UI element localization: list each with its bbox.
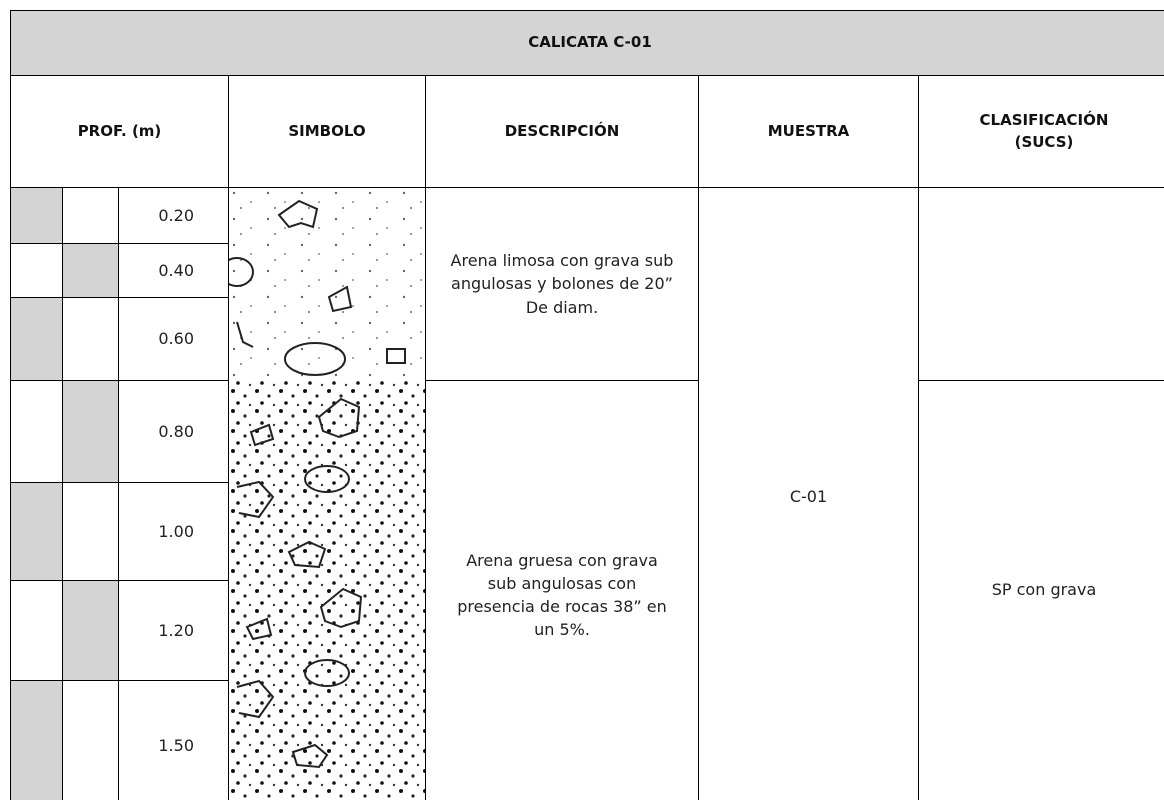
- depth-shade: [10, 243, 63, 298]
- depth: 0.80: [118, 380, 229, 483]
- depth-shade: [10, 680, 63, 800]
- depth-shade: [62, 187, 119, 244]
- depth: 0.20: [118, 187, 229, 244]
- depth-shade: [10, 482, 63, 581]
- depth-shade: [10, 580, 63, 681]
- header: DESCRIPCIÓN: [425, 75, 699, 188]
- description: Arena gruesa con grava sub angulosas con…: [425, 380, 699, 800]
- header: SIMBOLO: [228, 75, 426, 188]
- description: Arena limosa con grava sub angulosas y b…: [425, 187, 699, 381]
- depth-shade: [62, 243, 119, 298]
- title: CALICATA C-01: [10, 10, 1164, 76]
- depth-shade: [10, 187, 63, 244]
- header: MUESTRA: [698, 75, 919, 188]
- symbol-cell: [228, 187, 426, 800]
- depth: 1.50: [118, 680, 229, 800]
- header: PROF. (m): [10, 75, 229, 188]
- depth: 0.60: [118, 297, 229, 381]
- depth-shade: [62, 380, 119, 483]
- header: CLASIFICACIÓN (SUCS): [918, 75, 1164, 188]
- classification-empty: [918, 187, 1164, 381]
- depth-shade: [10, 380, 63, 483]
- depth: 1.20: [118, 580, 229, 681]
- depth-shade: [62, 482, 119, 581]
- sample: C-01: [698, 187, 919, 800]
- soil-symbol: [229, 188, 425, 800]
- depth-shade: [62, 680, 119, 800]
- depth: 0.40: [118, 243, 229, 298]
- depth-shade: [62, 297, 119, 381]
- depth-shade: [10, 297, 63, 381]
- depth: 1.00: [118, 482, 229, 581]
- depth-shade: [62, 580, 119, 681]
- classification: SP con grava: [918, 380, 1164, 800]
